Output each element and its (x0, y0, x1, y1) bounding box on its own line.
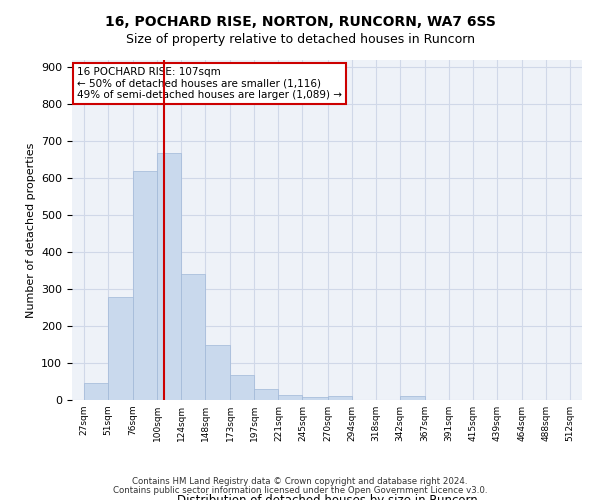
Text: 16, POCHARD RISE, NORTON, RUNCORN, WA7 6SS: 16, POCHARD RISE, NORTON, RUNCORN, WA7 6… (104, 15, 496, 29)
Bar (181, 274, 205, 400)
Y-axis label: Number of detached properties: Number of detached properties (26, 142, 35, 318)
Text: Size of property relative to detached houses in Runcorn: Size of property relative to detached ho… (125, 32, 475, 46)
Bar (157, 153, 181, 400)
X-axis label: Distribution of detached houses by size in Runcorn: Distribution of detached houses by size … (176, 494, 478, 500)
Text: 16 POCHARD RISE: 107sqm
← 50% of detached houses are smaller (1,116)
49% of semi: 16 POCHARD RISE: 107sqm ← 50% of detache… (77, 67, 342, 100)
Bar (302, 397, 328, 400)
Bar (230, 375, 254, 400)
Bar (254, 389, 278, 400)
Bar (133, 171, 157, 400)
Bar (278, 395, 302, 400)
Bar (84, 384, 108, 400)
Text: Contains HM Land Registry data © Crown copyright and database right 2024.: Contains HM Land Registry data © Crown c… (132, 478, 468, 486)
Bar (205, 346, 230, 400)
Bar (108, 296, 133, 400)
Text: Contains public sector information licensed under the Open Government Licence v3: Contains public sector information licen… (113, 486, 487, 495)
Bar (328, 396, 352, 400)
Bar (400, 396, 425, 400)
